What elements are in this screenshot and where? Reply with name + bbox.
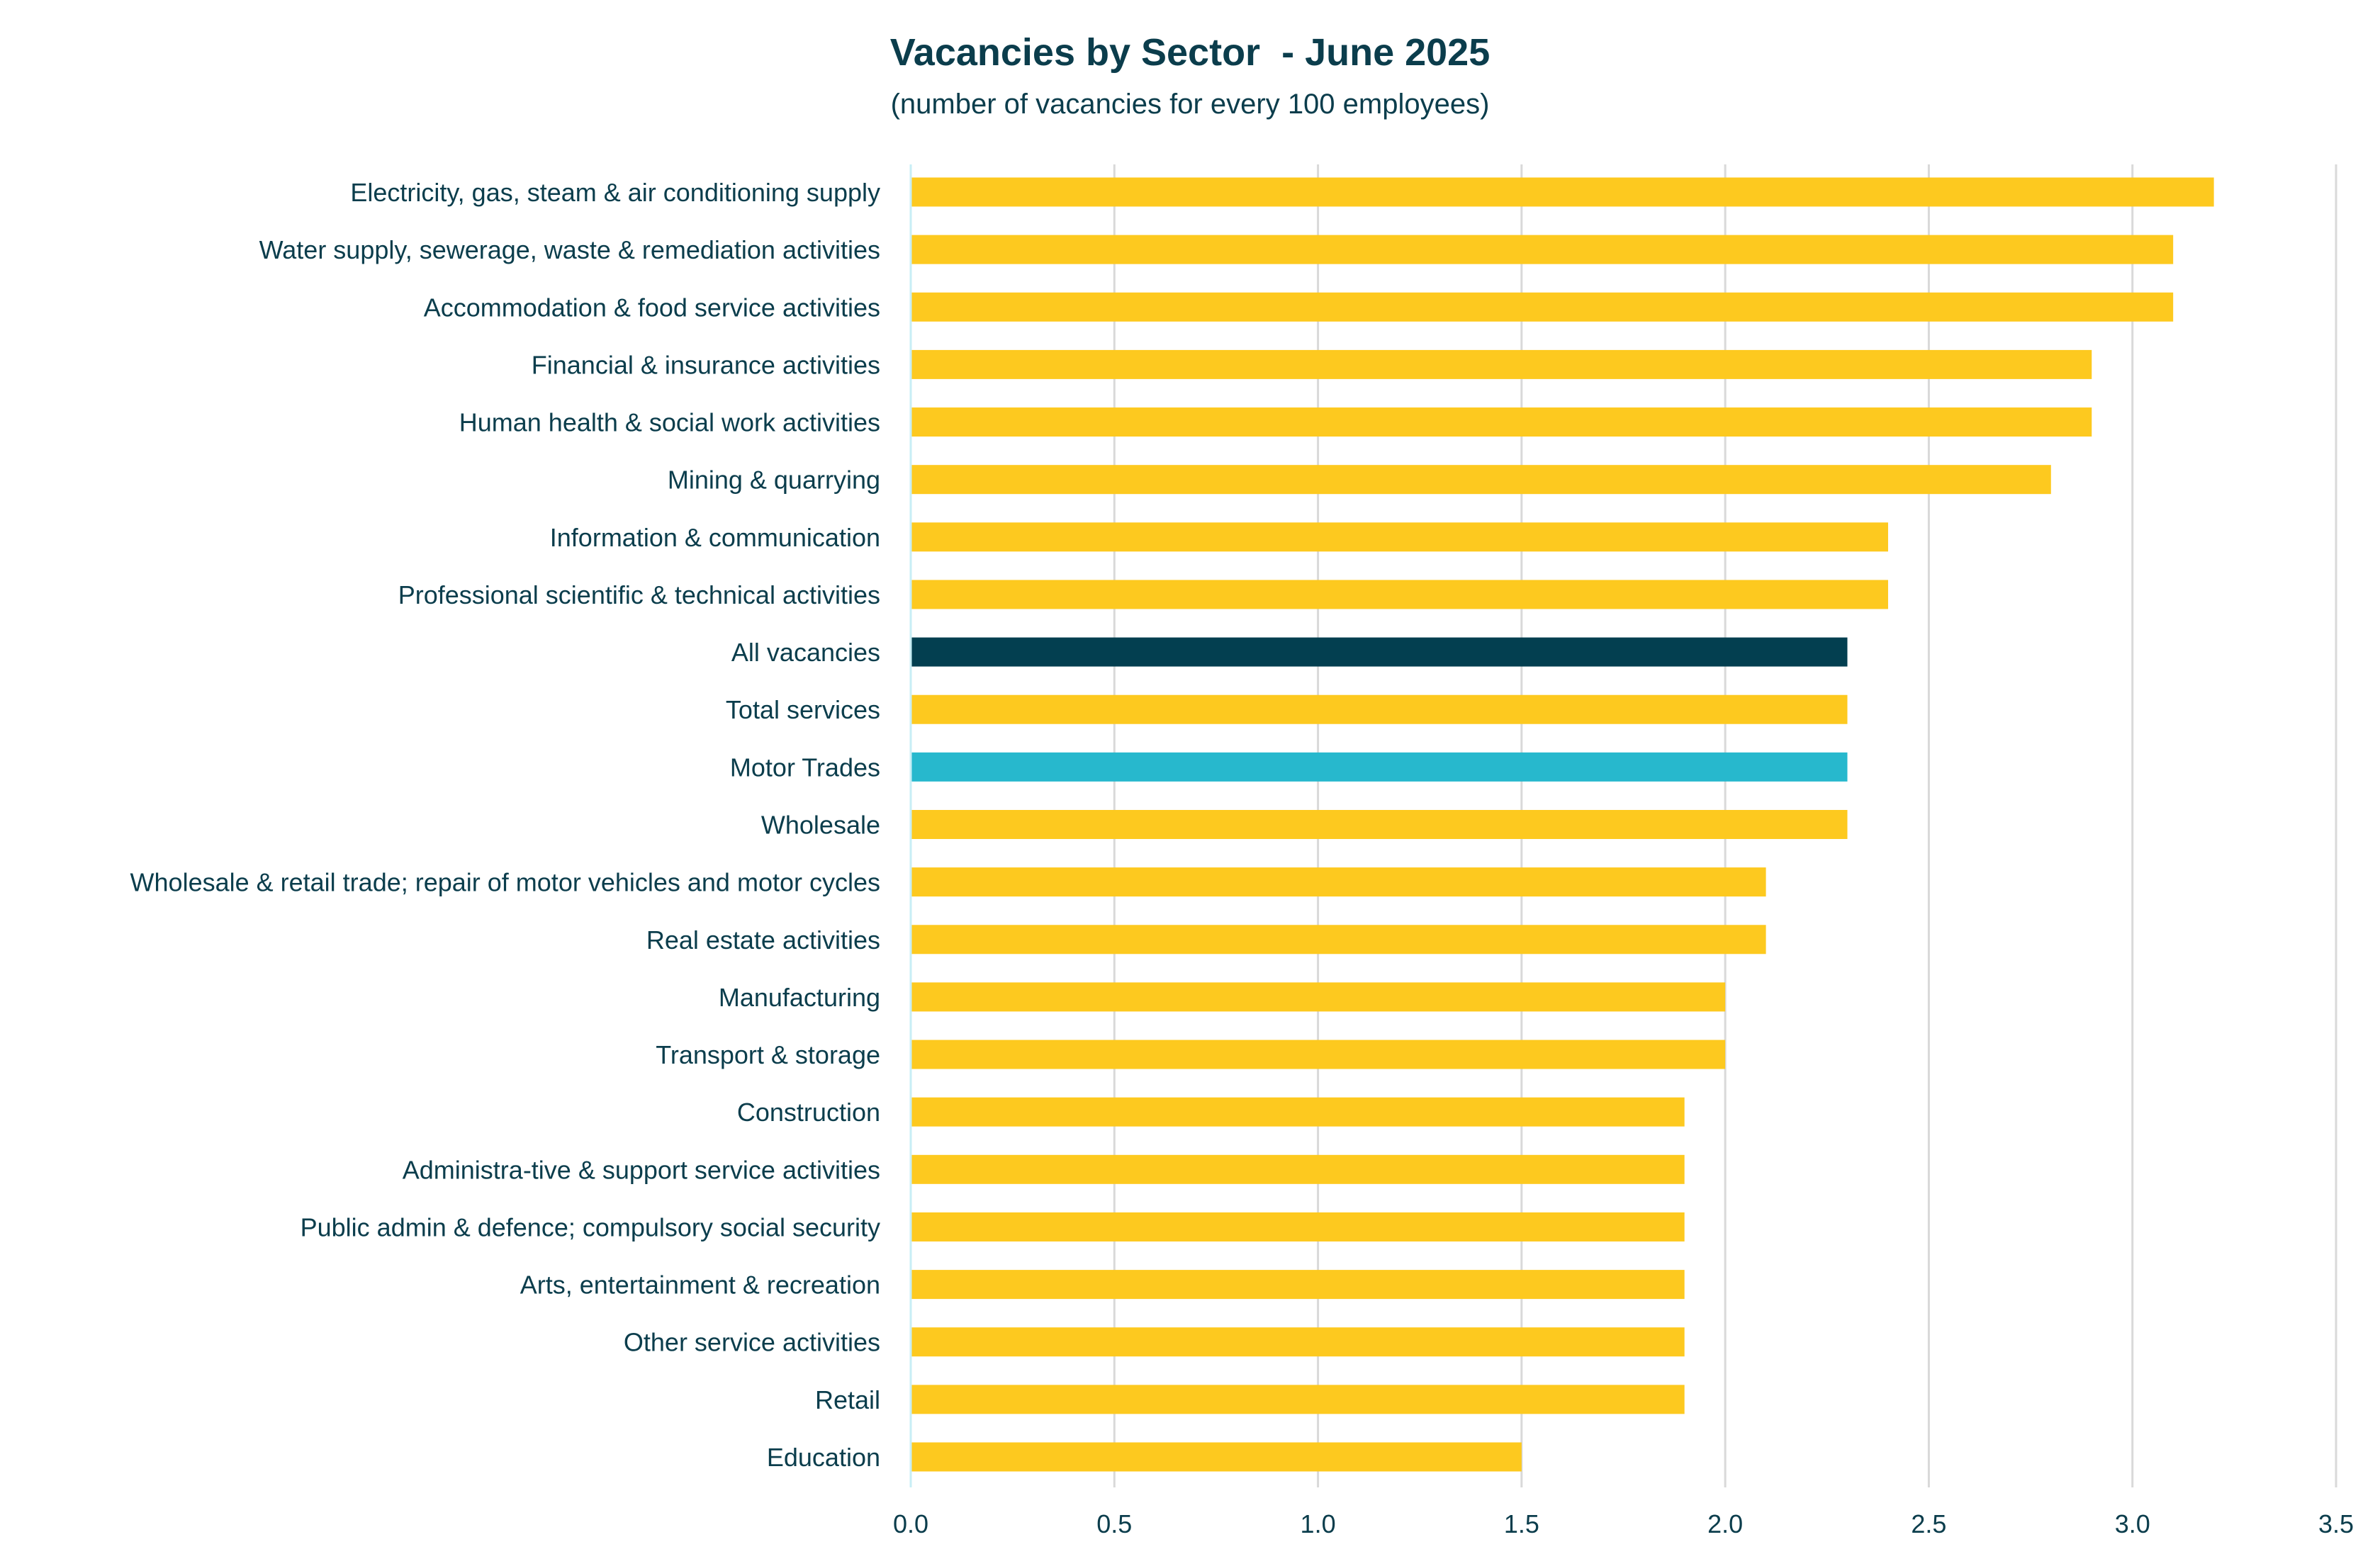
category-label: Real estate activities — [646, 925, 880, 955]
bar — [911, 465, 2051, 495]
bar — [911, 235, 2174, 264]
x-tick-label: 2.0 — [1707, 1509, 1743, 1538]
bar — [911, 522, 1888, 552]
bar — [911, 1040, 1726, 1069]
bar — [911, 1270, 1685, 1300]
bar — [911, 752, 1848, 782]
category-labels: Electricity, gas, steam & air conditioni… — [130, 178, 880, 1472]
bars — [911, 177, 2214, 1472]
category-label: Total services — [726, 695, 880, 724]
chart-subtitle: (number of vacancies for every 100 emplo… — [891, 89, 1490, 120]
x-tick-label: 2.5 — [1911, 1509, 1946, 1538]
category-label: Construction — [737, 1098, 880, 1127]
bar — [911, 1385, 1685, 1414]
category-label: Human health & social work activities — [459, 408, 880, 437]
category-label: Information & communication — [550, 523, 880, 552]
bar — [911, 1442, 1522, 1472]
bar — [911, 982, 1726, 1012]
bar — [911, 637, 1848, 667]
category-label: Wholesale & retail trade; repair of moto… — [130, 868, 880, 897]
bar — [911, 580, 1888, 609]
x-tick-label: 0.5 — [1096, 1509, 1132, 1538]
x-tick-labels: 0.0 0.5 1.0 1.5 2.0 2.5 3.0 3.5 — [893, 1509, 2354, 1538]
bar — [911, 407, 2092, 437]
chart-title: Vacancies by Sector - June 2025 — [890, 31, 1490, 74]
bar — [911, 867, 1766, 897]
x-tick-label: 3.5 — [2318, 1509, 2354, 1538]
x-tick-label: 1.0 — [1301, 1509, 1336, 1538]
x-tick-label: 1.5 — [1504, 1509, 1539, 1538]
bar — [911, 292, 2174, 322]
category-label: Administra-tive & support service activi… — [403, 1155, 880, 1184]
category-label: Retail — [815, 1385, 880, 1414]
bar — [911, 1212, 1685, 1241]
bar — [911, 1327, 1685, 1357]
category-label: Accommodation & food service activities — [424, 293, 880, 322]
bar — [911, 1097, 1685, 1127]
bar — [911, 1154, 1685, 1184]
category-label: Financial & insurance activities — [532, 350, 880, 379]
category-label: Transport & storage — [656, 1040, 880, 1069]
x-tick-label: 0.0 — [893, 1509, 928, 1538]
bar — [911, 694, 1848, 724]
category-label: Motor Trades — [730, 753, 880, 782]
category-label: All vacancies — [731, 638, 880, 667]
category-label: Public admin & defence; compulsory socia… — [301, 1212, 880, 1241]
bar — [911, 925, 1766, 955]
category-label: Other service activities — [624, 1328, 880, 1357]
bar — [911, 349, 2092, 379]
category-label: Mining & quarrying — [668, 466, 880, 495]
x-tick-label: 3.0 — [2115, 1509, 2150, 1538]
category-label: Wholesale — [761, 811, 880, 840]
bar — [911, 177, 2214, 207]
bar — [911, 810, 1848, 839]
category-label: Manufacturing — [719, 983, 880, 1012]
category-label: Arts, entertainment & recreation — [520, 1271, 880, 1300]
category-label: Water supply, sewerage, waste & remediat… — [259, 235, 880, 264]
category-label: Education — [767, 1443, 880, 1472]
category-label: Electricity, gas, steam & air conditioni… — [350, 178, 880, 207]
category-label: Professional scientific & technical acti… — [398, 580, 880, 609]
